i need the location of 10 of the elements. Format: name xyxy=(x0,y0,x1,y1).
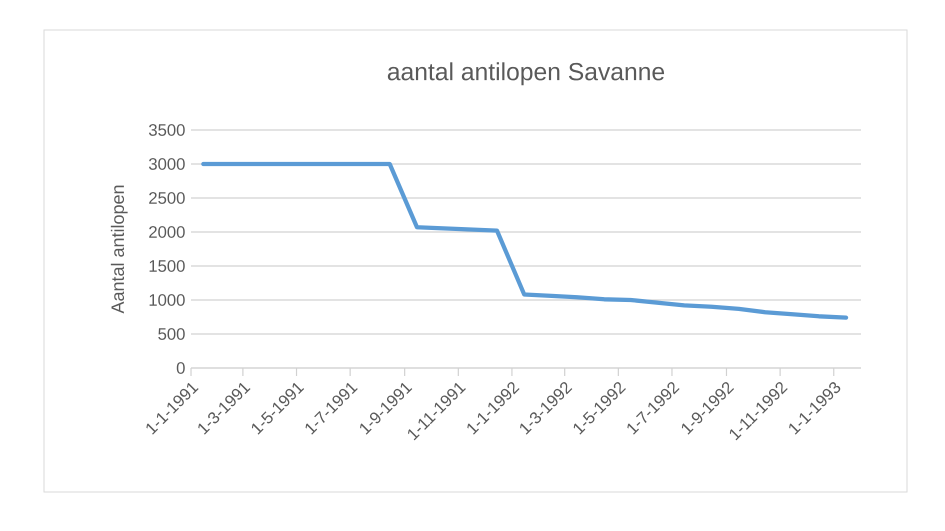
y-tick-label: 3500 xyxy=(148,124,185,136)
chart-title: aantal antilopen Savanne xyxy=(388,62,664,86)
y-tick-label: 1000 xyxy=(150,294,185,306)
y-tick-label: 0 xyxy=(176,362,185,374)
y-tick-label: 1500 xyxy=(150,260,185,272)
y-tick-label: 3000 xyxy=(148,158,185,170)
y-tick-label: 500 xyxy=(158,328,185,340)
y-tick-label: 2500 xyxy=(149,192,185,204)
y-tick-label: 2000 xyxy=(149,226,185,238)
y-axis-title: Aantal antilopen xyxy=(110,186,128,314)
